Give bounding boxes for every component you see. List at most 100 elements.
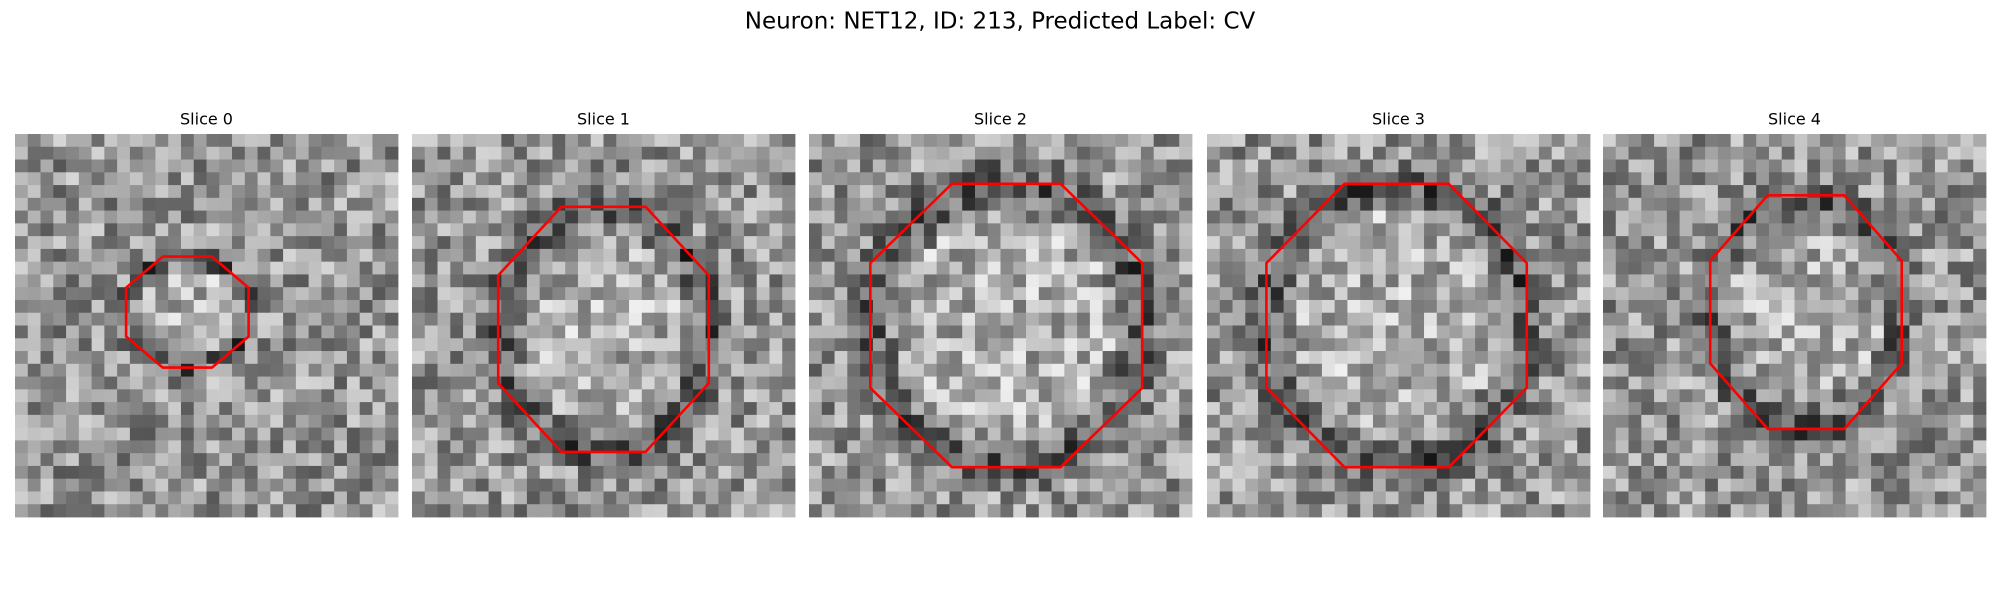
pixel [769,491,783,505]
pixel [756,338,770,352]
pixel [782,351,796,365]
pixel [1909,414,1923,429]
pixel [1781,223,1795,237]
pixel [1064,402,1078,416]
pixel [962,338,976,352]
pixel [821,440,835,454]
pixel [1730,134,1744,148]
pixel [1026,478,1040,492]
pixel [219,312,233,326]
pixel [1475,376,1489,390]
pixel [91,312,105,326]
pixel [1768,504,1783,518]
pixel [1436,440,1450,454]
pixel [1398,376,1412,390]
pixel [782,440,796,454]
pixel [1153,338,1167,352]
pixel [743,236,758,250]
pixel [860,402,874,416]
contour [1265,182,1529,469]
pixel [526,325,541,339]
pixel [1845,440,1859,454]
pixel [1000,287,1014,301]
pixel [1166,299,1180,314]
pixel [1858,172,1872,186]
pixel [552,376,566,390]
pixel [1232,453,1246,467]
pixel [1013,248,1027,263]
pixel [1538,402,1553,416]
pixel [949,210,963,224]
pixel [1153,376,1167,390]
pixel [949,402,963,416]
pixel [463,197,477,211]
pixel [680,504,694,518]
pixel [1551,185,1565,199]
pixel [412,261,426,275]
pixel [809,478,823,492]
pixel [1283,491,1297,505]
pixel [1424,325,1438,339]
pixel [1538,248,1553,263]
pixel [1424,504,1438,518]
pixel [1051,491,1065,505]
pixel [834,414,848,429]
pixel [1858,134,1872,148]
pixel [53,402,67,416]
pixel [603,351,617,365]
pixel [385,478,399,492]
pixel [1538,414,1553,429]
pixel [372,402,386,416]
pixel [27,197,41,211]
pixel [27,248,41,263]
pixel [809,236,823,250]
pixel [206,478,220,492]
pixel [974,159,989,173]
pixel [117,351,131,365]
pixel [743,338,758,352]
pixel [898,312,912,326]
pixel [552,287,566,301]
pixel [1896,504,1910,518]
pixel [1909,261,1923,275]
pixel [1934,185,1949,199]
pixel [1641,210,1655,224]
pixel [257,146,271,160]
pixel [334,261,348,275]
pixel [962,274,976,288]
pixel [1615,376,1629,390]
pixel [372,376,386,390]
pixel [1705,325,1719,339]
pixel [155,299,169,314]
pixel [463,351,477,365]
pixel [308,504,322,518]
pixel [1038,159,1052,173]
pixel [40,402,54,416]
pixel [1526,440,1540,454]
pixel [974,274,989,288]
pixel [514,453,528,467]
pixel [514,159,528,173]
pixel [1153,312,1167,326]
pixel [15,312,29,326]
pixel [987,504,1001,518]
pixel [1717,159,1732,173]
pixel [129,185,144,199]
pixel [168,274,182,288]
pixel [705,261,719,275]
pixel [1258,312,1272,326]
pixel [488,299,502,314]
pixel [1820,363,1834,377]
pixel [1730,287,1744,301]
pixel [667,134,681,148]
pixel [1219,223,1233,237]
pixel [911,402,925,416]
pixel [847,351,861,365]
pixel [1871,402,1885,416]
pixel [1934,248,1949,263]
pixel [1411,453,1425,467]
pixel [654,261,668,275]
pixel [257,440,271,454]
pixel [526,159,541,173]
pixel [91,427,105,441]
